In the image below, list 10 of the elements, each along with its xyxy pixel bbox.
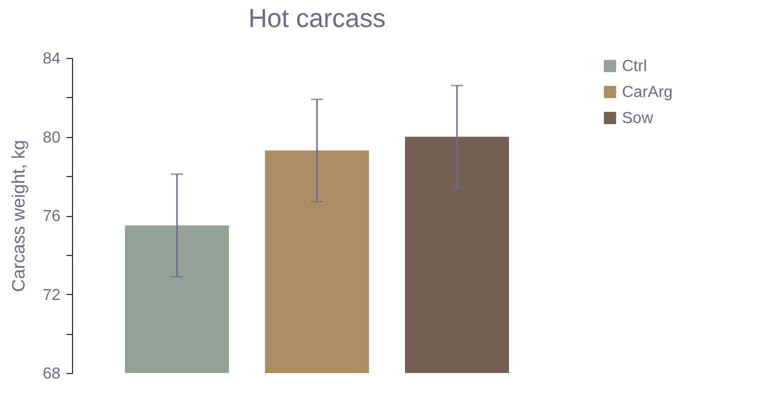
legend-label: Sow (622, 110, 654, 127)
y-tick-label: 80 (42, 129, 61, 146)
y-tick-label: 68 (42, 366, 61, 382)
y-tick-label: 72 (42, 286, 61, 304)
y-tick-label: 76 (42, 208, 61, 225)
y-tick-label: 84 (42, 50, 61, 68)
chart-title: Hot carcass (248, 3, 386, 33)
legend-label: CarArg (622, 84, 673, 101)
y-axis-title: Carcass weight, kg (8, 140, 29, 292)
legend-label: Ctrl (622, 58, 647, 75)
